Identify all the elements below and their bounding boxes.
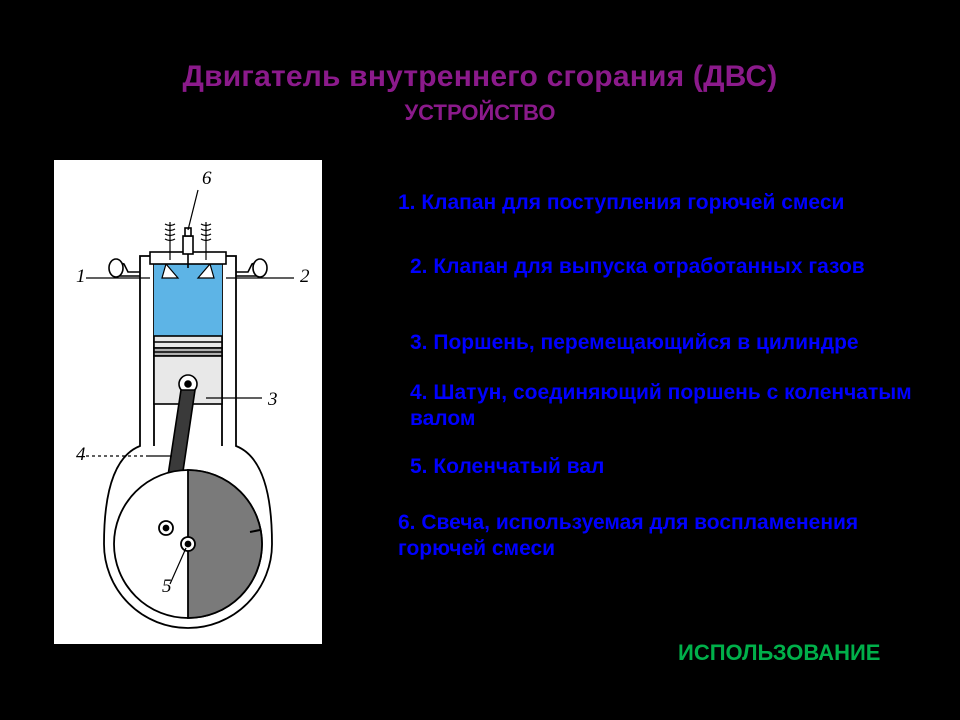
slide: Двигатель внутреннего сгорания (ДВС) УСТ… [0,0,960,720]
svg-text:3: 3 [267,389,278,410]
legend-item-5: 5. Коленчатый вал [410,454,604,480]
slide-title: Двигатель внутреннего сгорания (ДВС) [0,60,960,94]
legend-item-4: 4. Шатун, соединяющий поршень с коленчат… [410,380,940,433]
slide-subtitle: УСТРОЙСТВО [0,100,960,126]
svg-text:1: 1 [76,266,86,287]
legend-item-2: 2. Клапан для выпуска отработанных газов [410,254,865,280]
engine-diagram: 1 2 3 4 5 6 [54,160,322,644]
svg-text:2: 2 [300,266,310,287]
svg-text:4: 4 [76,444,86,465]
legend-item-3: 3. Поршень, перемещающийся в цилиндре [410,330,859,356]
legend-item-6: 6. Свеча, используемая для воспламенения… [398,510,928,563]
svg-text:6: 6 [202,168,212,189]
legend-item-1: 1. Клапан для поступления горючей смеси [398,190,844,216]
svg-text:5: 5 [162,576,172,597]
usage-link[interactable]: ИСПОЛЬЗОВАНИЕ [678,640,880,666]
